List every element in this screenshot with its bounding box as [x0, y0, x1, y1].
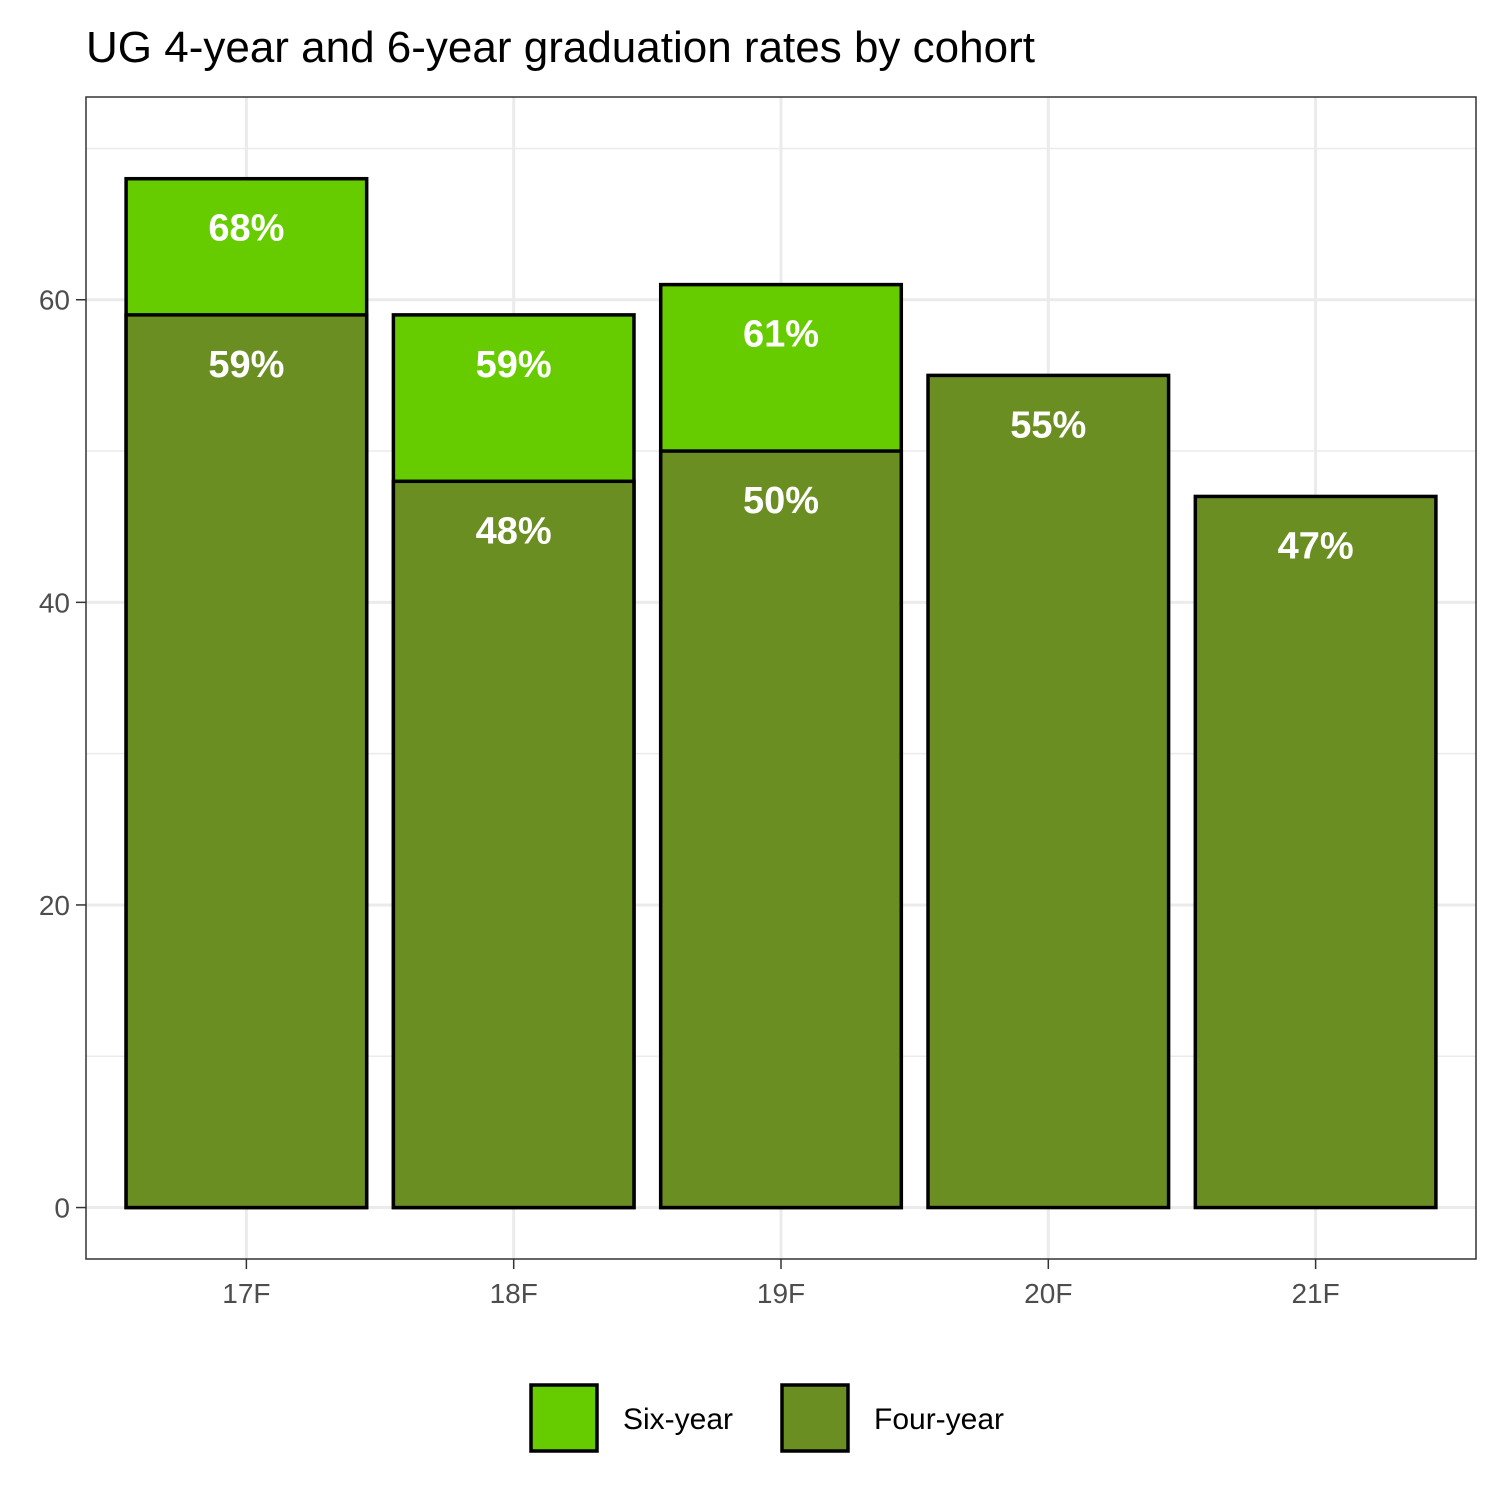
x-tick-label: 18F [490, 1278, 538, 1309]
x-tick-label: 20F [1024, 1278, 1072, 1309]
data-label: 68% [208, 208, 284, 250]
legend-label: Four-year [874, 1403, 1004, 1436]
bar-four-year-21F [1193, 494, 1438, 1210]
data-labels: 68% 59% 61% 59% 48% 50% 55% 47% [208, 208, 1353, 568]
data-label: 59% [208, 344, 284, 386]
x-tick-label: 19F [757, 1278, 805, 1309]
legend: Six-year Four-year [529, 1383, 1004, 1453]
bar-four-year-20F [926, 373, 1171, 1210]
legend-key-six-year [529, 1383, 599, 1453]
y-tick-label: 20 [39, 890, 70, 921]
data-label: 55% [1010, 404, 1086, 446]
chart-title: UG 4-year and 6-year graduation rates by… [86, 23, 1035, 72]
x-tick-label: 21F [1291, 1278, 1339, 1309]
x-tick-label: 17F [222, 1278, 270, 1309]
data-label: 47% [1278, 525, 1354, 567]
y-tick-label: 40 [39, 587, 70, 618]
data-label: 48% [476, 510, 552, 552]
bar-four-year-18F [391, 479, 636, 1210]
bar-four-year-19F [658, 449, 904, 1210]
axes: 0 20 40 60 17F 18F 19F 20F 21F [39, 285, 1340, 1309]
data-label: 61% [743, 314, 819, 356]
legend-label: Six-year [623, 1403, 733, 1436]
data-label: 59% [476, 344, 552, 386]
bar-four-year-17F [124, 313, 369, 1210]
bars [124, 176, 1438, 1210]
data-label: 50% [743, 480, 819, 522]
y-tick-label: 0 [54, 1193, 70, 1224]
y-tick-label: 60 [39, 285, 70, 316]
legend-key-four-year [780, 1383, 850, 1453]
